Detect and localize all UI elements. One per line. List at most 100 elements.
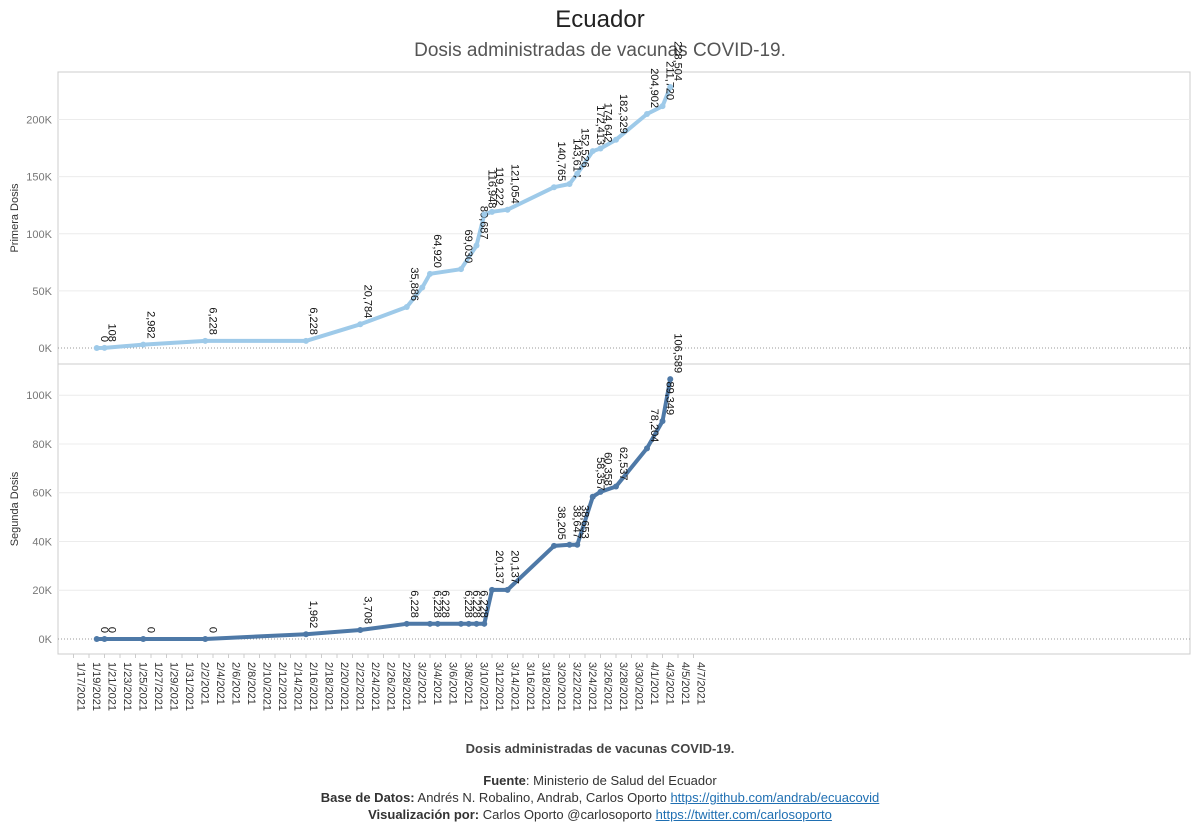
primera-dosis-data-point — [458, 266, 464, 273]
segunda-dosis-data-point — [597, 488, 604, 495]
twitter-link[interactable]: https://twitter.com/carlosoporto — [655, 807, 832, 822]
x-tick-label: 4/3/2021 — [664, 662, 676, 705]
primera-dosis-data-label: 69,030 — [462, 229, 474, 263]
footer-source-value: : Ministerio de Salud del Ecuador — [525, 773, 717, 788]
x-tick-label: 4/5/2021 — [679, 662, 691, 705]
segunda-dosis-data-label: 1,962 — [307, 601, 319, 629]
segunda-dosis-y-tick-label: 80K — [32, 439, 52, 451]
chart-footer: Dosis administradas de vacunas COVID-19.… — [0, 740, 1200, 823]
segunda-dosis-data-label: 0 — [106, 627, 118, 633]
segunda-dosis-data-label: 6,228 — [439, 590, 451, 618]
primera-dosis-data-point — [667, 83, 674, 90]
segunda-dosis-data-point — [202, 636, 209, 642]
primera-dosis-data-label: 35,886 — [408, 267, 420, 301]
x-tick-label: 3/12/2021 — [493, 662, 505, 711]
x-tick-label: 1/29/2021 — [168, 662, 180, 711]
primera-dosis-data-label: 172,413 — [594, 105, 606, 145]
primera-dosis-data-point — [589, 148, 596, 155]
footer-visualization-line: Visualización por: Carlos Oporto @carlos… — [0, 806, 1200, 823]
segunda-dosis-data-point — [589, 493, 596, 500]
segunda-dosis-data-label: 38,205 — [555, 506, 567, 540]
segunda-dosis-data-point — [101, 636, 108, 642]
primera-dosis-y-tick-label: 50K — [32, 286, 52, 298]
primera-dosis-data-label: 174,642 — [602, 103, 614, 143]
x-tick-label: 2/26/2021 — [385, 662, 397, 711]
segunda-dosis-data-label: 78,204 — [648, 409, 660, 443]
segunda-dosis-data-point — [427, 620, 433, 627]
primera-dosis-data-point — [427, 270, 433, 277]
segunda-dosis-data-point — [504, 586, 511, 593]
segunda-dosis-y-tick-label: 0K — [39, 634, 53, 646]
segunda-dosis-data-label: 106,589 — [671, 333, 683, 373]
x-tick-label: 1/23/2021 — [121, 662, 133, 711]
footer-database-value: Andrés N. Robalino, Andrab, Carlos Oport… — [414, 790, 671, 805]
segunda-dosis-data-label: 62,537 — [617, 447, 629, 481]
footer-visualization-label: Visualización por: — [368, 807, 480, 822]
x-tick-label: 2/16/2021 — [307, 662, 319, 711]
x-tick-label: 1/19/2021 — [90, 662, 102, 711]
x-tick-label: 3/26/2021 — [602, 662, 614, 711]
primera-dosis-data-point — [303, 337, 309, 344]
chart-subtitle: Dosis administradas de vacunas COVID-19. — [414, 40, 786, 61]
x-tick-label: 2/22/2021 — [354, 662, 366, 711]
x-tick-label: 3/2/2021 — [416, 662, 428, 705]
x-tick-label: 3/14/2021 — [509, 662, 521, 711]
segunda-dosis-data-label: 0 — [206, 627, 218, 633]
segunda-dosis-data-label: 20,137 — [493, 550, 505, 584]
x-axis: 1/17/2021 1/19/2021 1/21/2021 1/23/2021 1/25… — [73, 654, 707, 711]
primera-dosis-data-point — [644, 110, 650, 117]
primera-dosis-y-axis-title: Primera Dosis — [9, 183, 21, 253]
x-tick-label: 4/7/2021 — [695, 662, 707, 705]
primera-dosis-data-label: 182,329 — [617, 94, 629, 134]
segunda-dosis-data-point — [659, 418, 666, 425]
primera-dosis-data-label: 20,784 — [361, 285, 373, 319]
primera-dosis-data-label: 0 — [98, 336, 110, 342]
segunda-dosis-data-point — [644, 445, 650, 452]
footer-source-line: Fuente: Ministerio de Salud del Ecuador — [0, 772, 1200, 789]
x-tick-label: 2/12/2021 — [276, 662, 288, 711]
primera-dosis-y-tick-label: 150K — [26, 172, 52, 184]
segunda-dosis-y-axis-title: Segunda Dosis — [9, 471, 21, 546]
segunda-dosis-data-point — [473, 620, 480, 627]
primera-dosis-data-label: 64,920 — [431, 234, 443, 268]
x-tick-label: 2/14/2021 — [292, 662, 304, 711]
primera-dosis-series-line — [94, 85, 673, 350]
x-tick-label: 3/18/2021 — [540, 662, 552, 711]
segunda-dosis-data-label: 3,708 — [361, 596, 373, 624]
footer-visualization-value: Carlos Oporto @carlosoporto — [479, 807, 656, 822]
x-tick-label: 2/6/2021 — [230, 662, 242, 705]
x-tick-label: 2/20/2021 — [338, 662, 350, 711]
segunda-dosis-data-point — [551, 542, 557, 549]
x-tick-label: 3/16/2021 — [524, 662, 536, 711]
segunda-dosis-data-label: 0 — [144, 627, 156, 633]
segunda-dosis-data-point — [489, 586, 495, 593]
primera-dosis-data-point — [202, 337, 209, 344]
primera-dosis-data-point — [489, 208, 495, 215]
x-tick-label: 3/24/2021 — [586, 662, 598, 711]
segunda-dosis-data-point — [140, 636, 147, 642]
primera-dosis-data-label: 228,504 — [671, 41, 683, 81]
primera-dosis-y-tick-label: 200K — [26, 115, 52, 127]
x-tick-label: 2/24/2021 — [369, 662, 381, 711]
x-tick-label: 2/28/2021 — [400, 662, 412, 711]
segunda-dosis-data-point — [465, 620, 472, 627]
x-tick-label: 2/4/2021 — [214, 662, 226, 705]
github-link[interactable]: https://github.com/andrab/ecuacovid — [670, 790, 880, 805]
segunda-dosis-data-point — [566, 541, 573, 548]
primera-dosis-data-point — [473, 242, 480, 249]
primera-dosis-y-tick-label: 100K — [26, 229, 52, 241]
footer-caption: Dosis administradas de vacunas COVID-19. — [465, 741, 735, 756]
primera-dosis-data-label: 6,228 — [307, 307, 319, 335]
x-tick-label: 2/10/2021 — [261, 662, 273, 711]
segunda-dosis-data-label: 38,653 — [578, 505, 590, 539]
primera-dosis-data-label: 143,614 — [571, 138, 583, 178]
segunda-dosis-data-label: 6,228 — [462, 590, 474, 618]
primera-dosis-data-point — [566, 180, 573, 187]
x-tick-label: 3/8/2021 — [462, 662, 474, 705]
x-tick-label: 1/27/2021 — [152, 662, 164, 711]
segunda-dosis-data-point — [574, 541, 581, 548]
x-tick-label: 1/21/2021 — [106, 662, 118, 711]
primera-dosis-data-point — [551, 184, 557, 191]
segunda-dosis-data-point — [458, 620, 464, 627]
footer-source-label: Fuente — [483, 773, 526, 788]
